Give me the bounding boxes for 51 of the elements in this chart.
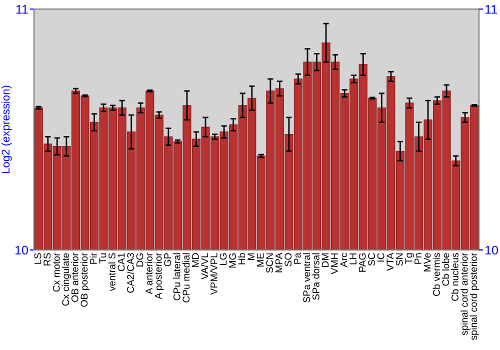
x-tick-label: MPA — [276, 252, 282, 272]
x-tick-label: Pir — [90, 252, 97, 264]
x-tick-label: VMH — [331, 253, 338, 274]
x-tick-label: GP — [164, 253, 172, 266]
x-tick-label: MD — [192, 253, 199, 267]
x-tick-label: LS — [34, 253, 42, 264]
x-tick-label: Cb lobe — [442, 253, 450, 286]
x-tick-label: CPu lateral — [173, 253, 180, 300]
x-tick-label: RS — [44, 253, 51, 266]
x-tick-label: Tg — [405, 253, 414, 264]
x-tick-label: Pa — [294, 252, 301, 264]
x-tick-label: CPu medial — [182, 253, 190, 302]
y2-tick-label: 10 — [486, 246, 498, 255]
x-tick-label: Cx motor — [52, 252, 60, 292]
x-tick-label: VPM/VPL — [210, 253, 218, 295]
x-tick-label: IC — [377, 253, 384, 262]
x-tick-label: SO — [284, 253, 292, 266]
x-tick-label: OB anterior — [71, 252, 78, 302]
x-tick-label: CA2/CA3 — [126, 253, 134, 293]
x-tick-label: SC — [368, 253, 375, 266]
x-tick-label: VA/VL — [200, 253, 208, 280]
x-tick-label: Cb vermis — [432, 253, 440, 296]
x-tick-label: ventral S — [108, 253, 116, 292]
x-tick-label: Tu — [99, 253, 106, 264]
x-tick-label: ME — [256, 253, 264, 266]
x-tick-label: SPa dorsal — [312, 253, 320, 300]
x-tick-label: spinal cord anterior — [460, 252, 470, 336]
x-tick-label: CA1 — [118, 253, 125, 272]
x-tick-label: LH — [350, 253, 356, 264]
x-tick-label: SN — [396, 253, 403, 266]
x-tick-label: Arc — [340, 252, 348, 268]
x-tick-label: LG — [220, 253, 227, 265]
x-tick-label: A anterior — [145, 252, 152, 294]
x-tick-label: A posterior — [154, 252, 164, 300]
x-tick-label: Hb — [238, 253, 246, 264]
x-tick-label: SPa ventral — [302, 253, 310, 302]
x-tick-label: M — [248, 253, 254, 260]
x-tick-label: spinal cord posterior — [470, 252, 479, 340]
x-tick-label: MG — [229, 253, 236, 268]
y-axis-title: Log2 (expression) — [1, 86, 12, 174]
x-tick-label: Pn — [414, 253, 422, 264]
x-tick-label: SCN — [266, 253, 274, 273]
x-tick-label: PAG — [358, 253, 366, 272]
x-tick-label: DG — [136, 253, 144, 266]
x-tick-label: MVe — [424, 253, 431, 272]
x-tick-label: Cb nucleus — [451, 253, 458, 301]
x-tick-label: OB posterior — [80, 252, 90, 307]
x-tick-label: Cx cingulate — [62, 253, 71, 306]
y2-tick-label: 11 — [486, 5, 497, 14]
x-tick-label: DM — [322, 253, 329, 267]
x-tick-label: VTA — [386, 252, 394, 271]
